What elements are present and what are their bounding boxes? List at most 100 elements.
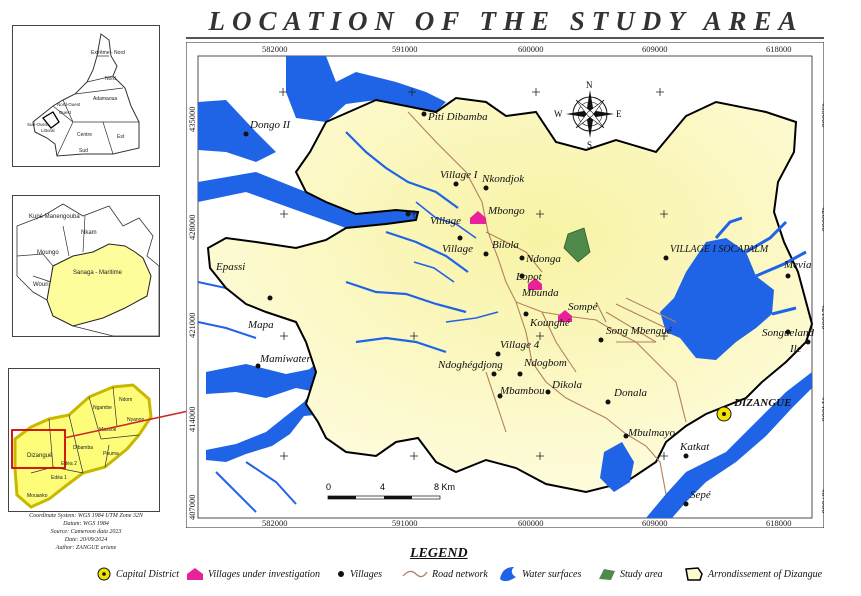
main-map[interactable]: 582000 591000 600000 609000 618000 58200…	[186, 42, 824, 528]
x-tick-bottom: 600000	[518, 518, 544, 528]
arrondissement-label: Mouanko	[27, 493, 48, 499]
title-underline	[186, 37, 824, 39]
study-area-patch	[563, 227, 591, 263]
department-label: Moungo	[37, 250, 59, 256]
district-dizangue	[206, 96, 814, 494]
x-tick-top: 582000	[262, 44, 288, 54]
place-label: Dongo II	[249, 119, 291, 131]
note-line: Datum: WGS 1984	[63, 521, 109, 527]
place-label: Donala	[613, 387, 648, 399]
place-label: Village	[430, 215, 461, 227]
legend-label: Arrondissement of Dizangue	[708, 568, 823, 580]
y-tick-right: 407000	[820, 488, 824, 514]
creek-network-central	[413, 201, 499, 323]
map-title: LOCATION OF THE STUDY AREA	[208, 6, 804, 36]
place-label: Lopot	[515, 271, 543, 283]
legend-label: Villages under investigation	[208, 568, 321, 580]
road-network	[407, 111, 687, 495]
region-label: Sud-Ouest	[27, 122, 49, 127]
place-label: Piti Dibamba	[427, 111, 488, 123]
note-line: Coordinate System: WGS 1984 UTM Zone 32N	[29, 513, 143, 519]
arrondissement-label: Dibamba	[73, 445, 93, 451]
place-label: Mbunda	[521, 287, 559, 299]
investigated-villages	[470, 211, 572, 322]
arrondissement-label: Edéa 1	[51, 475, 67, 481]
region-label: Est	[117, 134, 125, 140]
region-label: Centre	[77, 132, 92, 138]
y-tick-left: 428000	[187, 215, 197, 241]
note-line: Date: 20/09/2024	[64, 537, 108, 543]
y-tick-left: 407000	[187, 495, 197, 521]
region-label: Adamaoua	[93, 96, 117, 102]
legend-item-arrondissement: Arrondissement of Dizangue	[684, 564, 822, 584]
compass-north: N	[586, 80, 593, 90]
arrondissement-label: Dizangué	[27, 453, 53, 459]
place-label: Mbambou	[499, 385, 545, 397]
region-label: Ouest	[59, 110, 72, 115]
legend-item-roads: Road network	[402, 564, 488, 584]
x-tick-top: 600000	[518, 44, 544, 54]
x-tick-bottom: 591000	[392, 518, 418, 528]
capital-icon	[97, 567, 111, 581]
water-west-margin	[198, 100, 276, 162]
arrondissement-label: Ngambe	[93, 405, 112, 411]
place-label: Ile	[789, 343, 802, 355]
region-label: Nord	[105, 76, 116, 82]
house-icon	[187, 568, 203, 580]
capital-district-symbol	[716, 406, 732, 422]
place-label: Ndonga	[525, 253, 561, 265]
inset-sanaga-maritime: Dizangué Edéa 1 Edéa 2 Ngambe Ndom Nyano…	[8, 368, 160, 512]
place-label: Katkat	[679, 441, 710, 453]
place-label: Mamiwater	[259, 353, 311, 365]
place-label: Song Mbengué	[606, 325, 673, 337]
y-tick-right: 421000	[820, 304, 824, 330]
region-label: Sud	[79, 148, 88, 154]
y-tick-right: 435000	[820, 102, 824, 128]
inset-littoral-departments: Kupé Manengouba Nkam Moungo Wouri Sanaga…	[12, 195, 160, 337]
scale-tick-4: 4	[380, 482, 385, 492]
place-label: Nkondjok	[481, 173, 525, 185]
y-tick-left: 414000	[187, 407, 197, 433]
inset-cameroon-regions: Extrême - Nord Nord Adamaoua Nord-Ouest …	[12, 25, 160, 167]
place-label: Dikola	[551, 379, 582, 391]
lake-east	[660, 238, 774, 360]
compass-west: W	[554, 109, 563, 119]
legend-label: Villages	[350, 568, 383, 580]
place-label: Epassi	[215, 261, 245, 273]
place-label: Mbulmayo	[627, 427, 676, 439]
place-label: Sepé	[690, 489, 712, 501]
water-south-pond	[600, 442, 634, 492]
arrondissement-label: Ndom	[119, 397, 132, 403]
place-label: Kounghé	[529, 317, 571, 329]
scale-bar: 0 4 8 Km	[326, 482, 455, 500]
x-tick-top: 591000	[392, 44, 418, 54]
note-line: Source: Cameroon data 2023	[50, 529, 122, 535]
creek-network-west	[345, 131, 469, 354]
graticule-crosses	[279, 88, 668, 460]
x-tick-top: 609000	[642, 44, 668, 54]
legend-title: LEGEND	[410, 546, 468, 561]
place-label: Village I	[440, 169, 479, 181]
arrondissement-label: Pouma	[103, 451, 119, 457]
place-label: Mevia	[783, 259, 812, 271]
arrondissement-label: Edéa 2	[61, 461, 77, 467]
compass-south: S	[587, 140, 592, 150]
legend-label: Water surfaces	[522, 568, 582, 580]
water-icon	[500, 567, 516, 582]
region-label: Nord-Ouest	[57, 102, 81, 107]
arrondissement-label: Nyanon	[127, 417, 144, 423]
legend-item-villages: Villages	[336, 564, 382, 584]
scale-tick-8: 8 Km	[434, 482, 455, 492]
department-label: Wouri	[33, 282, 49, 288]
department-label: Kupé Manengouba	[29, 214, 80, 220]
department-label: Nkam	[81, 230, 97, 236]
place-label: Village 4	[500, 339, 540, 351]
map-metadata-notes: Coordinate System: WGS 1984 UTM Zone 32N…	[10, 512, 162, 552]
legend-item-water: Water surfaces	[498, 564, 581, 584]
place-label: Mapa	[247, 319, 274, 331]
place-label: Songueland	[762, 327, 814, 339]
x-tick-bottom: 618000	[766, 518, 792, 528]
region-label: Extrême - Nord	[91, 50, 125, 56]
legend-label: Study area	[620, 568, 663, 580]
place-label: Bilola	[492, 239, 519, 251]
